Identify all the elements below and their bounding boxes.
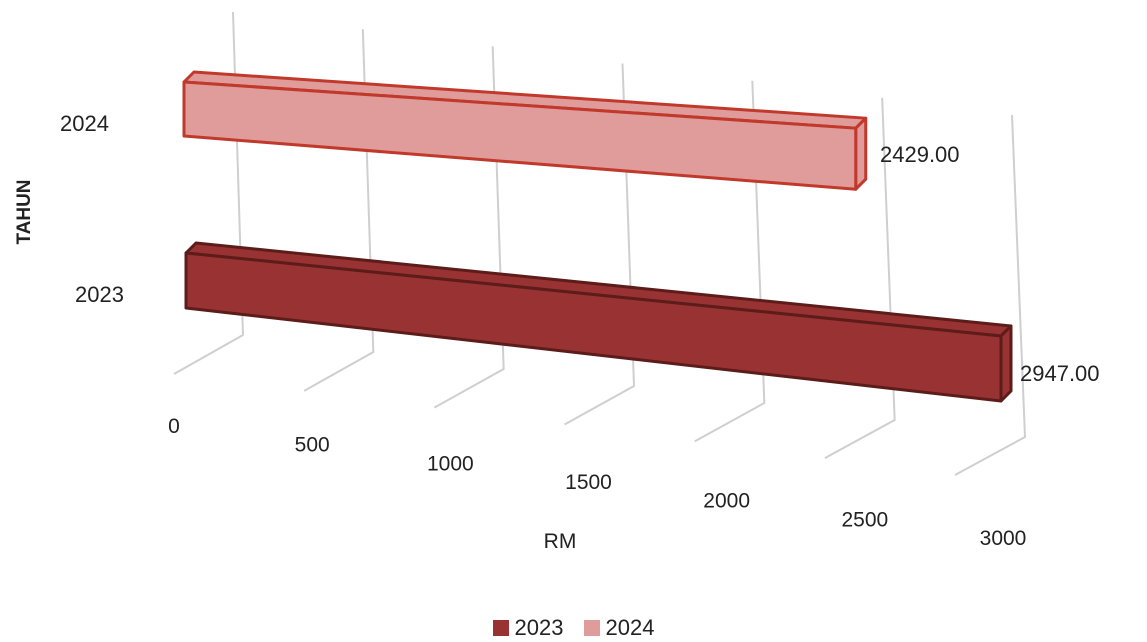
legend-label-2023: 2023	[514, 615, 564, 640]
category-label-2024: 2024	[60, 111, 109, 136]
gridline-2500	[824, 97, 896, 460]
x-axis-title: RM	[544, 530, 577, 553]
legend-label-2024: 2024	[605, 615, 655, 640]
category-label-2023: 2023	[75, 282, 124, 307]
bar-front-2023	[184, 251, 1003, 403]
y-axis-title: TAHUN	[14, 179, 35, 244]
x-tick-0: 0	[168, 415, 180, 438]
legend-swatch-2024	[583, 620, 600, 636]
data-label-2023: 2947.00	[1020, 361, 1100, 386]
gridline-2000	[694, 80, 766, 443]
legend-swatch-2023	[492, 620, 509, 636]
bar-front-2024	[182, 80, 858, 191]
gridline-0	[173, 11, 245, 375]
legend: 2023 2024	[0, 615, 1147, 641]
bars: 2947.00 2429.00	[182, 70, 1100, 403]
x-tick-2000: 2000	[703, 490, 750, 513]
x-tick-500: 500	[295, 434, 330, 457]
x-tick-labels: 0 500 1000 1500 2000 2500 3000	[168, 415, 1026, 550]
x-tick-3000: 3000	[980, 527, 1027, 550]
legend-item-2023: 2023	[492, 615, 564, 641]
x-tick-1500: 1500	[565, 471, 612, 494]
bar-2024: 2429.00	[182, 70, 960, 191]
bar-2023: 2947.00	[184, 241, 1100, 403]
data-label-2024: 2429.00	[880, 142, 960, 167]
legend-item-2024: 2024	[583, 615, 655, 641]
x-tick-1000: 1000	[427, 452, 474, 475]
x-tick-2500: 2500	[841, 508, 888, 531]
gridline-3000	[954, 114, 1027, 476]
